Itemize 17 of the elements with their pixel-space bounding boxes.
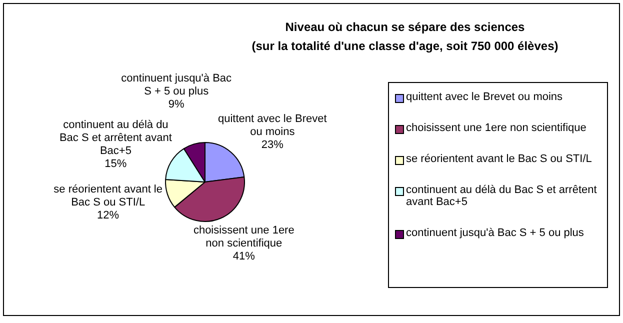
legend-label: continuent jusqu'à Bac S + 5 ou plus bbox=[406, 227, 584, 239]
slice-label: continuent au délà du Bac S et arrêtent avant Bac+5 bbox=[59, 119, 172, 158]
chart-title: Niveau où chacun se sépare des sciences bbox=[284, 20, 526, 34]
slice-label: choisissent une 1ere non scientifique bbox=[193, 224, 294, 250]
slice-label: continuent jusqu'à Bac S + 5 ou plus bbox=[121, 72, 232, 98]
data-label: 23% bbox=[261, 138, 284, 151]
data-label: 15% bbox=[104, 158, 127, 170]
chart-subtitle: (sur la totalité d'une classe d'age, soit 750 000 élèves) bbox=[250, 39, 560, 53]
data-label: 41% bbox=[232, 250, 256, 263]
slice-label: se réorientent avant le Bac S ou STI/L bbox=[54, 184, 162, 209]
legend-label: quittent avec le Brevet ou moins bbox=[406, 91, 563, 103]
legend-label: se réorientent avant le Bac S ou STI/L bbox=[406, 153, 592, 165]
data-label: 12% bbox=[97, 210, 120, 222]
legend-label: choisissent une 1ere non scientifique bbox=[406, 122, 586, 134]
data-label: 9% bbox=[168, 98, 185, 111]
slice-label: quittent avec le Brevet ou moins bbox=[218, 112, 327, 138]
legend-label: continuent au délà du Bac S et arrêtent avant Bac+5 bbox=[406, 184, 598, 208]
